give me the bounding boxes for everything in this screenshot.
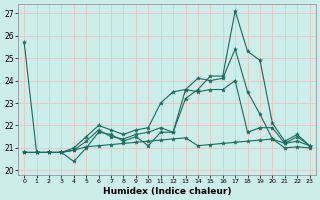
X-axis label: Humidex (Indice chaleur): Humidex (Indice chaleur) (103, 187, 231, 196)
